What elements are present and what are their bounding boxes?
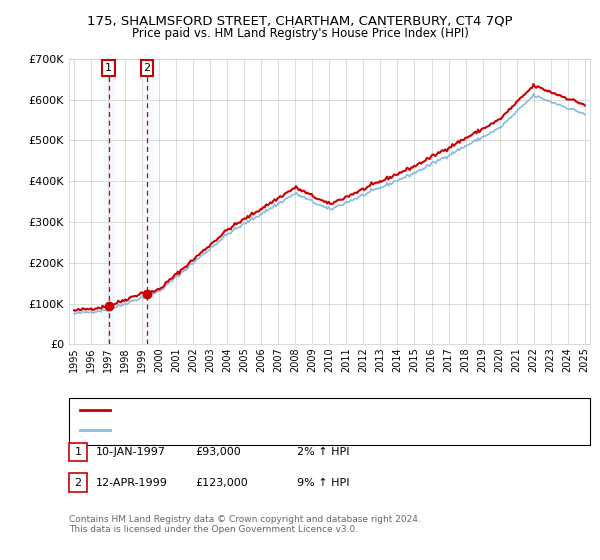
Text: Contains HM Land Registry data © Crown copyright and database right 2024.
This d: Contains HM Land Registry data © Crown c… [69, 515, 421, 534]
Text: 2: 2 [143, 63, 151, 73]
Text: 2: 2 [74, 478, 82, 488]
Text: 1: 1 [74, 447, 82, 457]
Text: £93,000: £93,000 [195, 447, 241, 457]
Text: £123,000: £123,000 [195, 478, 248, 488]
Bar [142, 59, 152, 344]
Text: 10-JAN-1997: 10-JAN-1997 [96, 447, 166, 457]
Text: 175, SHALMSFORD STREET, CHARTHAM, CANTERBURY, CT4 7QP (detached house): 175, SHALMSFORD STREET, CHARTHAM, CANTER… [116, 405, 544, 415]
Bar [104, 59, 114, 344]
Text: 12-APR-1999: 12-APR-1999 [96, 478, 168, 488]
Text: HPI: Average price, detached house, Canterbury: HPI: Average price, detached house, Cant… [116, 425, 368, 435]
Text: 175, SHALMSFORD STREET, CHARTHAM, CANTERBURY, CT4 7QP: 175, SHALMSFORD STREET, CHARTHAM, CANTER… [87, 14, 513, 27]
Text: 2% ↑ HPI: 2% ↑ HPI [297, 447, 349, 457]
Text: 9% ↑ HPI: 9% ↑ HPI [297, 478, 349, 488]
Text: 1: 1 [105, 63, 112, 73]
Text: Price paid vs. HM Land Registry's House Price Index (HPI): Price paid vs. HM Land Registry's House … [131, 27, 469, 40]
